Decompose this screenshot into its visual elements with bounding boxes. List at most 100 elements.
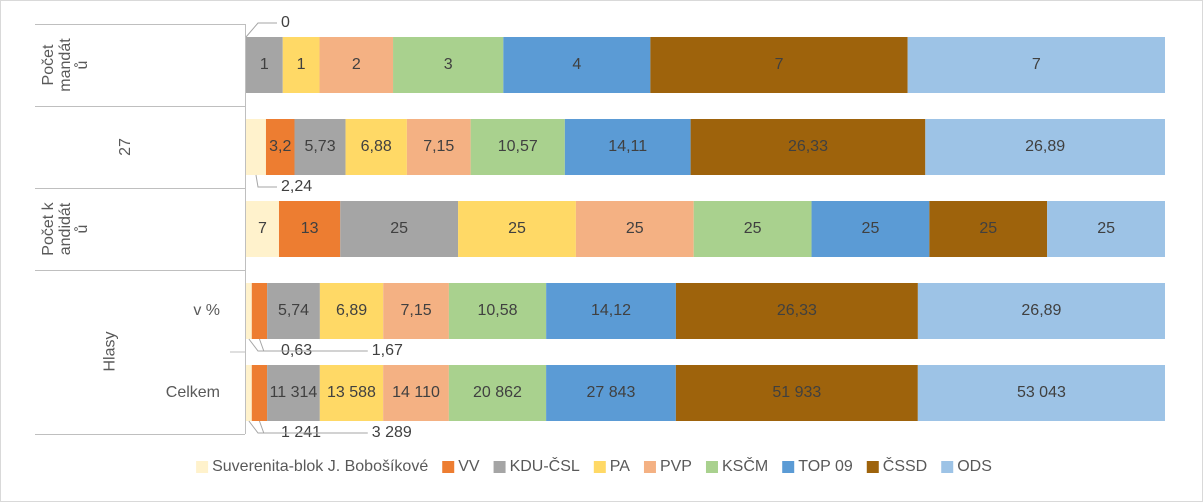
category-label: Počet mandátů <box>39 38 91 92</box>
data-label: 13 <box>301 220 319 237</box>
data-label: 26,33 <box>777 302 817 319</box>
bar-segment <box>246 37 283 93</box>
bar-segment <box>1047 201 1165 257</box>
legend-label: TOP 09 <box>798 458 853 475</box>
data-label: 11 314 <box>270 384 318 401</box>
legend-label: PA <box>610 458 630 475</box>
bar-segment <box>246 119 266 175</box>
data-label: 3,2 <box>269 138 291 155</box>
bar-segment <box>448 283 547 339</box>
data-label: 7,15 <box>423 138 454 155</box>
bar-segment <box>907 37 1165 93</box>
legend-swatch <box>643 461 656 473</box>
bar-segment <box>406 119 471 175</box>
data-label: 26,89 <box>1025 138 1065 155</box>
data-label: 6,89 <box>336 302 367 319</box>
data-label: 26,89 <box>1021 302 1061 319</box>
data-label: 20 862 <box>473 384 522 401</box>
legend-swatch <box>941 461 954 473</box>
group-label: Hlasy <box>101 331 119 372</box>
bar-segment <box>929 201 1048 257</box>
data-label: 7 <box>258 220 267 237</box>
bar-segment <box>925 119 1165 175</box>
bar-segment <box>564 119 691 175</box>
bar-segment <box>345 119 407 175</box>
bar-segment <box>458 201 576 257</box>
bar-segment <box>693 201 812 257</box>
legend-swatch <box>705 461 718 473</box>
bar-segment <box>251 365 268 421</box>
legend-swatch <box>493 461 506 473</box>
bar-segment <box>448 365 547 421</box>
category-label: Celkem <box>166 384 220 401</box>
bar-segment <box>546 283 676 339</box>
data-label: 27 843 <box>587 384 636 401</box>
bar-segment <box>675 365 918 421</box>
bar-segment <box>650 37 908 93</box>
data-label: 25 <box>626 220 644 237</box>
bar-segment <box>282 37 320 93</box>
bar-segment <box>319 365 384 421</box>
bar-segment <box>246 365 252 421</box>
data-label: 25 <box>862 220 880 237</box>
legend-swatch <box>593 461 606 473</box>
data-label: 25 <box>1097 220 1115 237</box>
data-label: 7 <box>775 56 784 73</box>
leader-line <box>245 22 277 38</box>
bar-segment <box>811 201 930 257</box>
bar-segment <box>393 37 504 93</box>
data-label: 25 <box>979 220 997 237</box>
data-label: 0 <box>281 14 290 31</box>
bar-segment <box>503 37 651 93</box>
data-label: 10,58 <box>478 302 518 319</box>
legend-label: VV <box>458 458 480 475</box>
bar-segment <box>294 119 346 175</box>
bar-segment <box>575 201 694 257</box>
bar-segment <box>319 37 394 93</box>
legend-label: KDU-ČSL <box>510 456 580 475</box>
data-label: 7 <box>1032 56 1041 73</box>
data-label: 14 110 <box>392 384 440 401</box>
data-label: 4 <box>572 56 581 73</box>
data-label: 10,57 <box>498 138 538 155</box>
data-label: 6,88 <box>361 138 392 155</box>
data-label: 13 588 <box>327 384 376 401</box>
legend-swatch <box>866 461 879 473</box>
data-label: 2 <box>352 56 361 73</box>
legend-swatch <box>196 461 209 473</box>
data-label: 2,24 <box>281 178 312 195</box>
bar-segment <box>340 201 459 257</box>
legend-swatch <box>782 461 795 473</box>
legend-swatch <box>442 461 455 473</box>
data-label: 1 <box>297 56 306 73</box>
bar-segment <box>319 283 384 339</box>
data-label: 14,11 <box>608 138 647 155</box>
legend-label: PVP <box>660 458 692 475</box>
bar-segment <box>267 283 320 339</box>
legend-label: Suverenita-blok J. Bobošíkové <box>212 458 428 475</box>
data-label: 3 289 <box>372 424 412 441</box>
bar-segment <box>383 365 449 421</box>
data-label: 14,12 <box>591 302 631 319</box>
data-label: 1 <box>260 56 269 73</box>
bar-segment <box>470 119 565 175</box>
leader-line <box>255 174 277 188</box>
bar-segment <box>917 365 1165 421</box>
bar-segment <box>267 365 320 421</box>
legend-label: ODS <box>957 458 992 475</box>
data-label: 26,33 <box>788 138 828 155</box>
legend-label: KSČM <box>722 456 768 475</box>
data-label: 25 <box>390 220 408 237</box>
bar-segment <box>383 283 449 339</box>
data-label: 25 <box>744 220 762 237</box>
legend-label: ČSSD <box>883 456 927 475</box>
data-label: 7,15 <box>400 302 431 319</box>
bar-segment <box>546 365 676 421</box>
data-label: 5,73 <box>304 138 335 155</box>
bar-segment <box>251 283 268 339</box>
category-label: Počet kandidátů <box>39 202 91 256</box>
data-label: 5,74 <box>278 302 309 319</box>
leader-line <box>258 420 368 434</box>
bar-segment <box>690 119 926 175</box>
